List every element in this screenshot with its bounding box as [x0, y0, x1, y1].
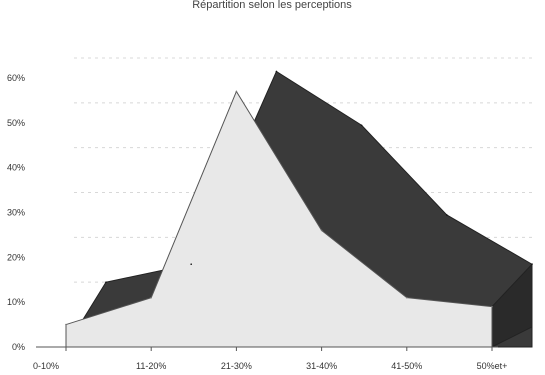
y-tick-label: 0% [12, 342, 25, 352]
data-point [65, 323, 67, 326]
x-tick-label: 0-10% [33, 361, 59, 371]
y-tick-label: 60% [7, 73, 25, 83]
plot-area [65, 70, 533, 348]
data-point [150, 296, 152, 299]
data-point [320, 229, 323, 232]
x-tick-label: 41-50% [391, 361, 422, 371]
y-tick-label: 40% [7, 163, 25, 173]
data-point [275, 70, 278, 73]
x-tick-label: 21-30% [221, 361, 252, 371]
data-point [531, 263, 533, 266]
x-tick-label: 50%et+ [477, 361, 508, 371]
data-point [406, 296, 408, 299]
data-point [105, 281, 107, 283]
data-point [360, 124, 363, 127]
y-tick-label: 20% [7, 252, 25, 262]
y-tick-label: 30% [7, 208, 25, 218]
data-point [190, 263, 192, 266]
x-tick-label: 31-40% [306, 361, 337, 371]
x-tick-label: 11-20% [136, 361, 166, 371]
data-point [446, 214, 448, 216]
y-axis: 0% 10% 20% 30% 40% 50% 60% [7, 73, 25, 352]
chart-title: Répartition selon les perceptions [192, 0, 352, 11]
x-axis: 0-10% 11-20% 21-30% 31-40% 41-50% 50%et+ [33, 346, 508, 371]
data-point [235, 90, 238, 93]
y-tick-label: 10% [7, 297, 25, 307]
y-tick-label: 50% [7, 118, 25, 128]
data-point [491, 305, 493, 308]
